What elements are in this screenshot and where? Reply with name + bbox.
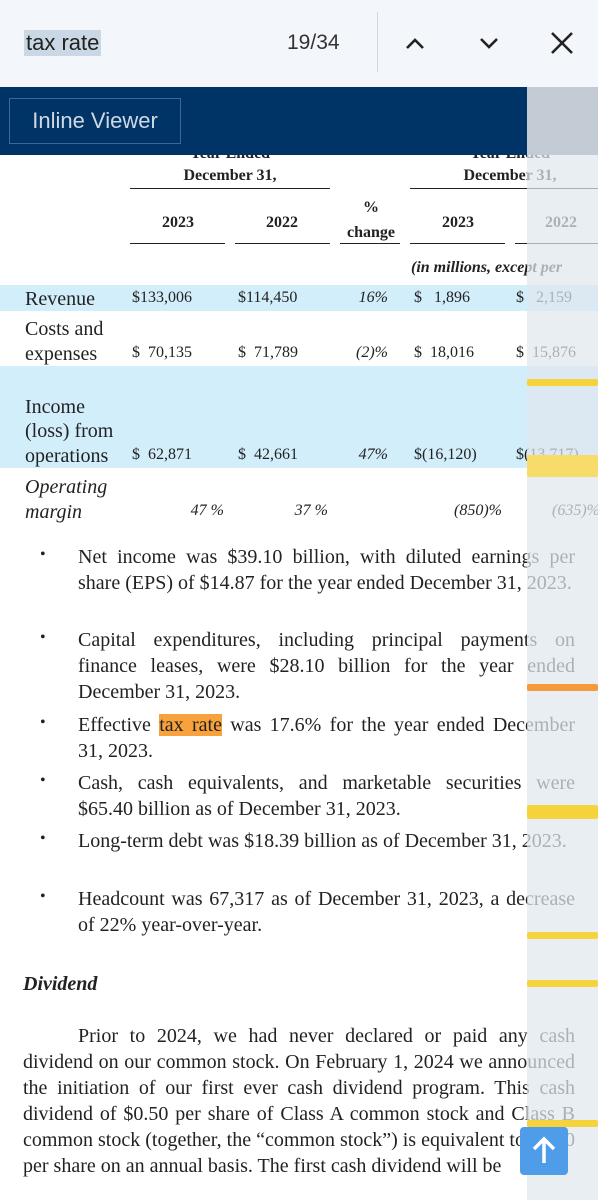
match-marker <box>527 379 598 386</box>
table-cell: 47% <box>358 446 388 463</box>
table-cell: $ 18,016 <box>414 344 474 361</box>
header-rule <box>235 243 330 244</box>
group-header: Year Ended <box>130 155 330 163</box>
scroll-top-button[interactable] <box>520 1127 568 1175</box>
text-run: Capital expenditures, including principa… <box>78 629 575 703</box>
header-rule <box>340 243 400 244</box>
previous-match[interactable] <box>400 30 430 56</box>
bullet-dot: • <box>40 772 46 789</box>
bullet-text: Capital expenditures, including principa… <box>78 627 575 705</box>
table-cell: 37 % <box>294 502 328 519</box>
column-header: % change <box>347 199 395 241</box>
divider <box>377 12 378 72</box>
match-marker <box>527 932 598 939</box>
row-label: Revenue <box>25 287 95 310</box>
text-run: Cash, cash equivalents, and marketable s… <box>78 772 575 820</box>
arrow-up-icon <box>532 1136 556 1163</box>
bullet-text: Headcount was 67,317 as of December 31, … <box>78 886 575 938</box>
paragraph: Prior to 2024, we had never declared or … <box>23 1025 575 1177</box>
match-marker <box>527 980 598 987</box>
header-rule <box>130 188 330 189</box>
text-run: Long-term debt was $18.39 billion as of … <box>78 830 567 852</box>
bullet-text: Cash, cash equivalents, and marketable s… <box>78 770 575 822</box>
bullet-dot: • <box>40 714 46 731</box>
bullet-dot: • <box>40 830 46 847</box>
bullet-dot: • <box>40 888 46 905</box>
column-header: 2022 <box>266 214 298 231</box>
match-marker <box>527 1120 598 1127</box>
scroll-overlay <box>527 87 598 1200</box>
text-run: Effective <box>78 714 160 736</box>
bullet-text: Long-term debt was $18.39 billion as of … <box>78 828 575 854</box>
column-header: 2023 <box>442 214 474 231</box>
table-cell: $ 71,789 <box>238 344 298 361</box>
search-highlight: tax rate <box>159 714 222 736</box>
bullet-dot: • <box>40 546 46 563</box>
bullet-text: Effective tax rate was 17.6% for the yea… <box>78 712 575 764</box>
close-find[interactable] <box>548 29 576 57</box>
table-note: (in millions, except per <box>411 259 563 276</box>
current-match-marker <box>527 684 598 691</box>
table-cell: $ 70,135 <box>132 344 192 361</box>
group-header: Year Ended <box>410 155 598 163</box>
table-row: Costs and expenses $ 70,135 $ 71,789 (2)% $ … <box>0 315 598 366</box>
column-header: 2023 <box>162 214 194 231</box>
match-marker <box>527 805 598 819</box>
row-label: Income (loss) from operations <box>25 395 114 467</box>
table-row: Income (loss) from operations $ 62,871 $ 4… <box>0 366 598 468</box>
table-cell: 16% <box>358 289 388 306</box>
toolbar: Inline Viewer <box>0 87 598 155</box>
match-marker <box>527 455 598 477</box>
section-heading: Dividend <box>23 973 98 995</box>
scroll-overlay-top <box>527 87 598 155</box>
bullet-text: Net income was $39.10 billion, with dilu… <box>78 544 575 596</box>
row-label: Operating margin <box>25 476 108 523</box>
header-rule <box>410 188 598 189</box>
inline-viewer-button[interactable]: Inline Viewer <box>9 98 181 144</box>
find-bar: tax rate 19/34 <box>0 0 598 87</box>
header-rule <box>410 243 505 244</box>
table-cell: $114,450 <box>238 289 298 306</box>
table-cell: $(16,120) <box>414 446 477 463</box>
table-cell: $ 62,871 <box>132 446 192 463</box>
table-cell: $ 42,661 <box>238 446 298 463</box>
table-cell: $133,006 <box>132 289 192 306</box>
match-count: 19/34 <box>287 31 340 54</box>
find-query[interactable]: tax rate <box>24 30 102 56</box>
text-run: Net income was $39.10 billion, with dilu… <box>78 546 575 594</box>
table-cell: (2)% <box>356 344 388 361</box>
table-cell: (850)% <box>454 502 502 519</box>
header-rule <box>130 243 225 244</box>
text-run: was 17.6% for the year ended December 31… <box>78 714 575 762</box>
table-cell: 47 % <box>190 502 224 519</box>
bullet-dot: • <box>40 629 46 646</box>
next-match[interactable] <box>474 30 504 56</box>
document: Year EndedDecember 31,Year EndedDecember… <box>0 155 598 1200</box>
row-label: Costs and expenses <box>25 318 104 365</box>
group-header: December 31, <box>183 167 277 184</box>
text-run: Headcount was 67,317 as of December 31, … <box>78 888 575 936</box>
table-cell: $ 1,896 <box>414 289 470 306</box>
